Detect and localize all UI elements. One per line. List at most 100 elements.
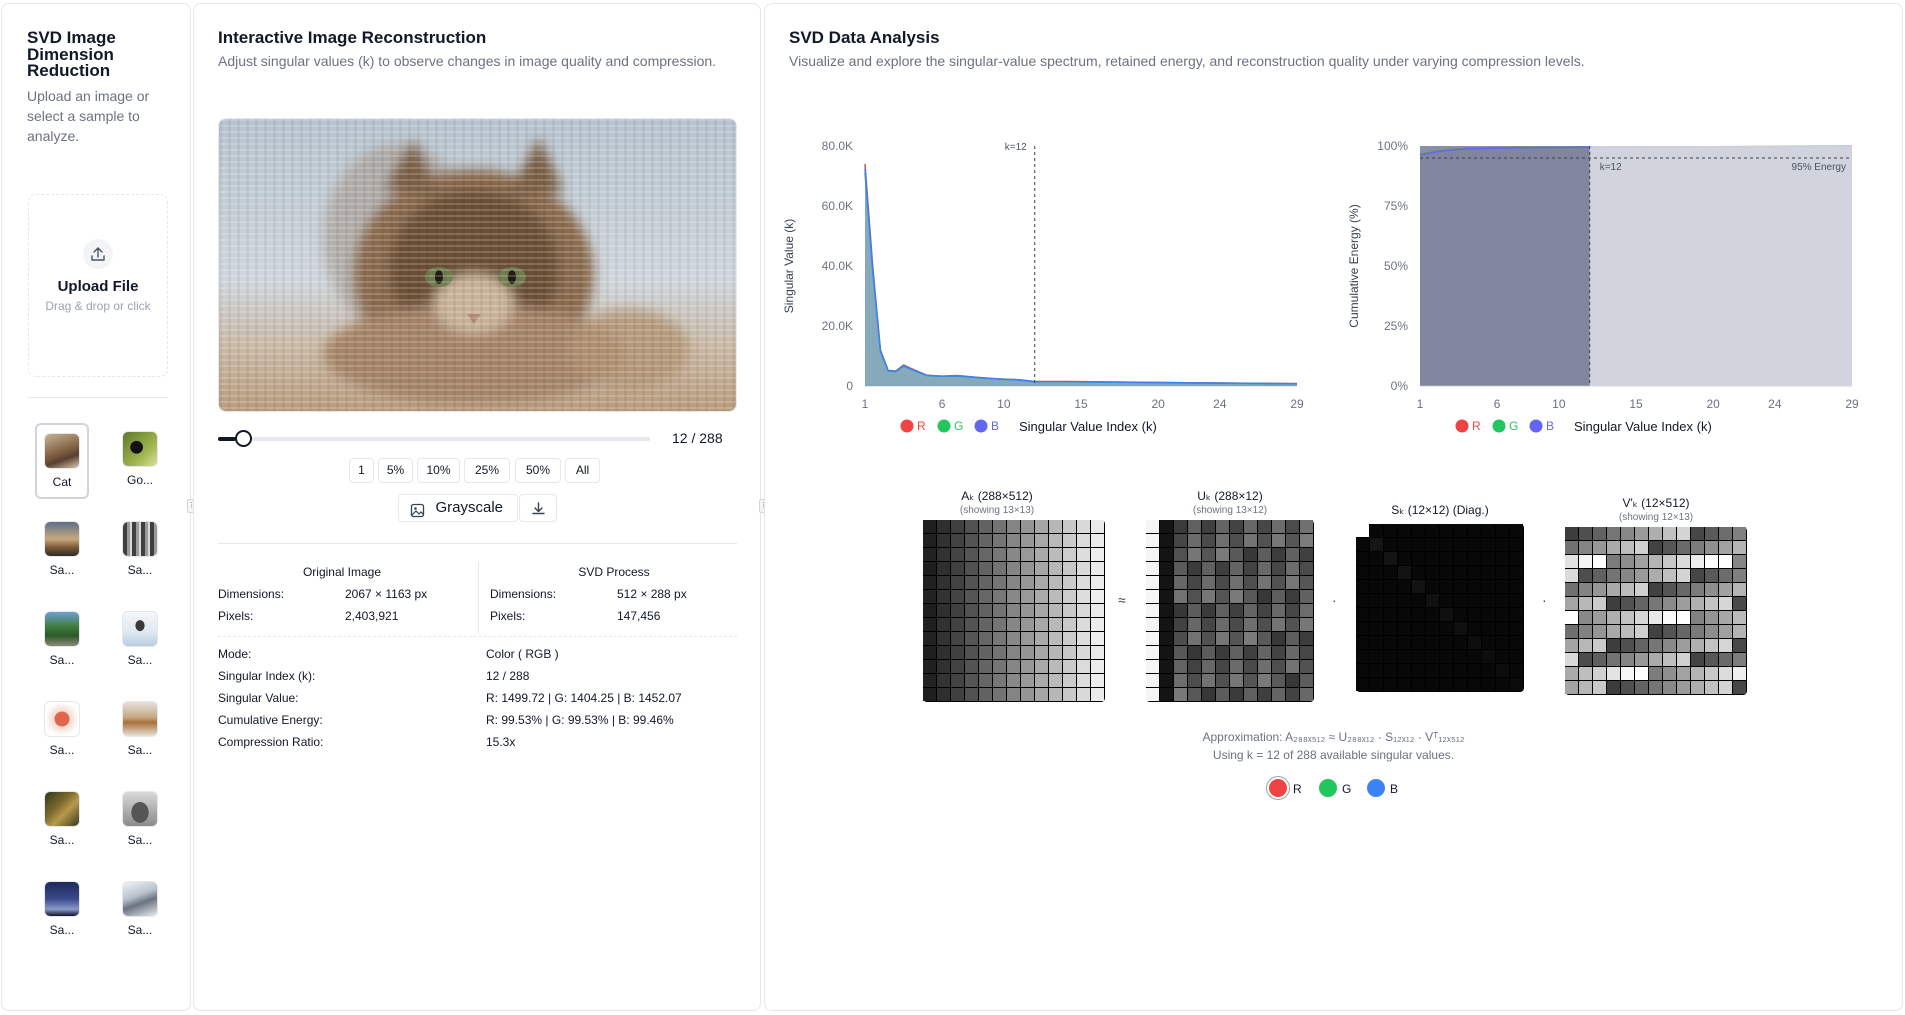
matrix-cell [1482, 636, 1495, 649]
matrix-cell [937, 688, 950, 701]
matrix-cell [1719, 611, 1732, 624]
matrix-cell [1021, 590, 1034, 603]
recon-subtitle: Adjust singular values (k) to observe ch… [218, 53, 717, 69]
sample-12[interactable]: Sa... [113, 873, 167, 949]
matrix-cell [1607, 667, 1620, 680]
matrix-cell [979, 660, 992, 673]
upload-dropzone[interactable]: Upload File Drag & drop or click [28, 194, 168, 377]
matrix-cell [1272, 534, 1285, 547]
legend-label-b: B [991, 419, 999, 433]
sample-3[interactable]: Sa... [35, 513, 89, 589]
matrix-cell [1719, 681, 1732, 694]
matrix-cell [965, 562, 978, 575]
matrix-cell [1077, 534, 1090, 547]
matrix-cell [1356, 608, 1369, 621]
y-tick-label: 25% [1384, 319, 1408, 333]
matrix-cell [1733, 541, 1746, 554]
matrix-cell [1160, 688, 1173, 701]
sample-label: Sa... [127, 653, 153, 667]
matrix-cell [1244, 660, 1257, 673]
sample-cat[interactable]: Cat [35, 423, 89, 499]
matrix-cell [1063, 646, 1076, 659]
x-tick-label: 24 [1213, 397, 1227, 411]
matrix-cell [923, 604, 936, 617]
download-icon [531, 501, 546, 521]
process-dims-label: Dimensions: [490, 587, 557, 601]
matrix-cell [1230, 534, 1243, 547]
matrix-cell [1356, 566, 1369, 579]
matrix-cell [1384, 580, 1397, 593]
matrix-cell [1593, 625, 1606, 638]
preset-50pct-button[interactable]: 50% [515, 458, 561, 483]
x-tick-label: 20 [1151, 397, 1165, 411]
matrix-cell [1049, 590, 1062, 603]
sample-9[interactable]: Sa... [35, 783, 89, 859]
download-button[interactable] [519, 494, 557, 522]
preset-5pct-button[interactable]: 5% [378, 458, 413, 483]
matrix-cell [1049, 520, 1062, 533]
matrix-cell [923, 576, 936, 589]
sample-6[interactable]: Sa... [113, 603, 167, 679]
matrix-cell [1021, 562, 1034, 575]
matrix-cell [1091, 534, 1104, 547]
matrix-cell [965, 688, 978, 701]
matrix-cell [1705, 653, 1718, 666]
matrix-cell [1049, 618, 1062, 631]
matrix-cell [1370, 678, 1383, 691]
matrix-cell [1202, 660, 1215, 673]
matrix-cell [1398, 650, 1411, 663]
sample-4[interactable]: Sa... [113, 513, 167, 589]
matrix-cell [1049, 534, 1062, 547]
matrix-cell [1188, 604, 1201, 617]
singular-value-chart: 0 20.0K 40.0K 60.0K 80.0K 1 6 10 15 20 24 29 Singula… [782, 139, 1304, 434]
matrix-cell [1705, 555, 1718, 568]
channel-b-toggle[interactable] [1367, 779, 1385, 797]
sample-5[interactable]: Sa... [35, 603, 89, 679]
matrix-cell [1174, 548, 1187, 561]
matrix-cell [951, 674, 964, 687]
matrix-cell [1454, 608, 1467, 621]
matrix-cell [1607, 583, 1620, 596]
matrix-cell [1733, 639, 1746, 652]
matrix-cell [1063, 576, 1076, 589]
matrix-cell [951, 576, 964, 589]
matrix-s-title: Sₖ (12×12) (Diag.) [1391, 503, 1489, 517]
matrix-cell [923, 688, 936, 701]
matrix-cell [1244, 604, 1257, 617]
matrix-cell [1007, 562, 1020, 575]
k-slider-thumb[interactable] [235, 430, 252, 447]
matrix-cell [1579, 611, 1592, 624]
matrix-cell [1565, 667, 1578, 680]
matrix-cell [1621, 625, 1634, 638]
preset-1-button[interactable]: 1 [349, 458, 374, 483]
preset-all-button[interactable]: All [565, 458, 600, 483]
sample-8[interactable]: Sa... [113, 693, 167, 769]
sample-10[interactable]: Sa... [113, 783, 167, 859]
matrix-cell [1635, 583, 1648, 596]
sample-thumbnail [122, 881, 158, 917]
matrix-cell [1579, 639, 1592, 652]
sample-7[interactable]: Sa... [35, 693, 89, 769]
matrix-cell [1049, 604, 1062, 617]
sample-11[interactable]: Sa... [35, 873, 89, 949]
matrix-cell [965, 520, 978, 533]
matrix-cell [1468, 678, 1481, 691]
matrix-cell [1454, 580, 1467, 593]
preset-25pct-button[interactable]: 25% [464, 458, 510, 483]
matrix-v-title: V'ₖ (12×512) [1622, 496, 1690, 510]
matrix-cell [1300, 688, 1313, 701]
matrix-cell [1160, 660, 1173, 673]
grayscale-button[interactable]: Grayscale [398, 494, 518, 522]
preset-10pct-button[interactable]: 10% [417, 458, 460, 483]
channel-r-toggle[interactable] [1269, 779, 1287, 797]
matrix-cell [1007, 688, 1020, 701]
matrix-cell [1468, 650, 1481, 663]
k-slider[interactable] [218, 430, 650, 447]
sample-thumbnail [122, 521, 158, 557]
matrix-cell [1021, 618, 1034, 631]
matrix-cell [937, 632, 950, 645]
matrix-cell [1300, 520, 1313, 533]
sample-2[interactable]: Go... [113, 423, 167, 499]
channel-g-toggle[interactable] [1319, 779, 1337, 797]
matrix-cell [1188, 632, 1201, 645]
